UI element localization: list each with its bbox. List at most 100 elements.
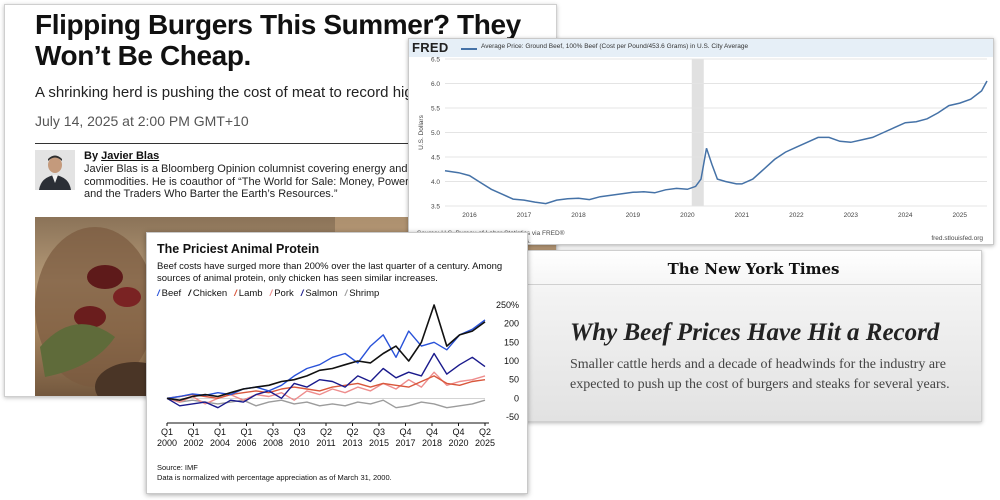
legend-swatch: / <box>234 288 237 299</box>
protein-x-tick-quarter: Q4 <box>399 427 411 437</box>
fred-header-bar <box>409 39 993 57</box>
protein-x-tick-quarter: Q4 <box>426 427 438 437</box>
legend-item-salmon: / Salmon <box>301 288 338 299</box>
protein-source-line: Source: IMF <box>157 463 198 472</box>
protein-chart-source: Source: IMF Data is normalized with perc… <box>157 463 392 482</box>
protein-x-tick-quarter: Q2 <box>479 427 491 437</box>
bloomberg-headline[interactable]: Flipping Burgers This Summer? They Won’t… <box>35 9 521 71</box>
protein-y-tick-label: 150 <box>504 337 519 347</box>
protein-plot: 250%200150100500-50Q12000Q12002Q12004Q12… <box>157 300 519 448</box>
byline-prefix: By <box>84 150 102 162</box>
legend-swatch: / <box>344 288 348 299</box>
byline: By Javier Blas <box>84 150 159 162</box>
protein-x-tick-quarter: Q3 <box>293 427 305 437</box>
legend-label: Lamb <box>238 288 263 299</box>
protein-x-tick-year: 2002 <box>183 438 203 448</box>
protein-x-tick-year: 2004 <box>210 438 230 448</box>
fred-logo[interactable]: FRED <box>412 40 449 55</box>
bloomberg-divider <box>35 143 555 144</box>
fred-y-tick-label: 3.5 <box>431 204 440 211</box>
protein-x-tick-quarter: Q2 <box>320 427 332 437</box>
fred-url-link[interactable]: fred.stlouisfed.org <box>931 235 983 242</box>
protein-x-tick-quarter: Q1 <box>214 427 226 437</box>
protein-series-shrimp <box>166 397 486 409</box>
author-portrait-icon <box>35 150 75 190</box>
protein-chart-subtitle: Beef costs have surged more than 200% ov… <box>157 261 503 284</box>
legend-swatch: / <box>157 288 160 299</box>
legend-item-shrimp: / Shrimp <box>345 288 380 299</box>
protein-x-tick-year: 2017 <box>395 438 415 448</box>
fred-legend-swatch <box>461 48 477 50</box>
legend-item-pork: / Pork <box>270 288 294 299</box>
fred-series-title: Average Price: Ground Beef, 100% Beef (C… <box>481 43 749 50</box>
protein-x-tick-year: 2006 <box>236 438 256 448</box>
protein-x-tick-year: 2013 <box>342 438 362 448</box>
fred-y-tick-label: 4.0 <box>431 179 440 186</box>
protein-x-tick-quarter: Q2 <box>346 427 358 437</box>
protein-x-tick-quarter: Q1 <box>240 427 252 437</box>
fred-y-tick-label: 5.0 <box>431 130 440 137</box>
protein-x-tick-year: 2010 <box>289 438 309 448</box>
fred-x-tick-label: 2025 <box>953 212 968 219</box>
protein-y-tick-label: 50 <box>509 375 519 385</box>
protein-series-chicken <box>166 304 486 401</box>
protein-x-tick-year: 2008 <box>263 438 283 448</box>
protein-series-beef <box>166 319 486 399</box>
legend-item-beef: / Beef <box>157 288 181 299</box>
legend-label: Salmon <box>305 288 338 299</box>
protein-series-salmon <box>166 352 486 409</box>
nyt-divider <box>526 284 981 285</box>
bloomberg-dek: A shrinking herd is pushing the cost of … <box>35 84 433 101</box>
protein-y-tick-label: 250% <box>496 300 519 310</box>
protein-y-tick-label: 200 <box>504 319 519 329</box>
fred-plot: 3.5 4.0 4.5 5.0 5.5 6.0 6.5 2016 2017 2018 2019 202… <box>418 57 988 219</box>
fred-x-tick-label: 2018 <box>571 212 586 219</box>
protein-x-tick-quarter: Q1 <box>161 427 173 437</box>
protein-x-tick-year: 2020 <box>448 438 468 448</box>
legend-swatch: / <box>300 288 304 299</box>
author-bio: Javier Blas is a Bloomberg Opinion colum… <box>84 163 409 200</box>
nyt-headline[interactable]: Why Beef Prices Have Hit a Record <box>570 319 940 346</box>
fred-series-line <box>444 80 988 205</box>
fred-y-tick-label: 5.5 <box>431 106 440 113</box>
bloomberg-date: July 14, 2025 at 2:00 PM GMT+10 <box>35 113 249 129</box>
fred-x-tick-label: 2020 <box>680 212 695 219</box>
protein-y-tick-label: 0 <box>514 393 519 403</box>
nyt-article-card: The New York Times Why Beef Prices Have … <box>525 250 982 422</box>
protein-chart-legend: / Beef / Chicken / Lamb / Pork / Salmon / Shrimp <box>157 288 386 299</box>
legend-label: Shrimp <box>349 288 380 299</box>
fred-chart-card: FRED Average Price: Ground Beef, 100% Be… <box>408 38 994 245</box>
protein-x-tick-year: 2015 <box>369 438 389 448</box>
legend-label: Beef <box>161 288 182 299</box>
author-link[interactable]: Javier Blas <box>101 150 160 162</box>
fred-x-tick-label: 2016 <box>462 212 477 219</box>
legend-label: Pork <box>274 288 294 299</box>
protein-note-line: Data is normalized with percentage appre… <box>157 472 392 482</box>
protein-x-tick-year: 2018 <box>422 438 442 448</box>
protein-x-tick-year: 2025 <box>475 438 495 448</box>
protein-series-pork <box>166 371 486 405</box>
fred-x-tick-label: 2019 <box>626 212 641 219</box>
protein-y-tick-label: 100 <box>504 356 519 366</box>
fred-y-tick-label: 6.0 <box>431 81 440 88</box>
fred-y-axis-label: U.S. Dollars <box>418 114 425 149</box>
fred-x-tick-label: 2017 <box>517 212 532 219</box>
fred-x-tick-label: 2024 <box>898 212 913 219</box>
legend-swatch: / <box>188 288 191 299</box>
fred-x-tick-label: 2021 <box>735 212 750 219</box>
legend-label: Chicken <box>192 288 228 299</box>
protein-x-tick-quarter: Q3 <box>267 427 279 437</box>
protein-x-tick-year: 2000 <box>157 438 177 448</box>
protein-x-tick-quarter: Q1 <box>187 427 199 437</box>
fred-x-tick-label: 2022 <box>789 212 804 219</box>
protein-x-tick-quarter: Q3 <box>373 427 385 437</box>
protein-y-tick-label: -50 <box>506 412 519 422</box>
legend-swatch: / <box>269 288 273 299</box>
protein-series-lamb <box>166 375 486 400</box>
nyt-logo[interactable]: The New York Times <box>667 260 840 278</box>
nyt-dek: Smaller cattle herds and a decade of hea… <box>570 357 950 392</box>
fred-y-tick-label: 4.5 <box>431 155 440 162</box>
protein-x-tick-year: 2011 <box>316 438 335 448</box>
fred-y-tick-label: 6.5 <box>431 57 440 64</box>
legend-item-lamb: / Lamb <box>234 288 262 299</box>
